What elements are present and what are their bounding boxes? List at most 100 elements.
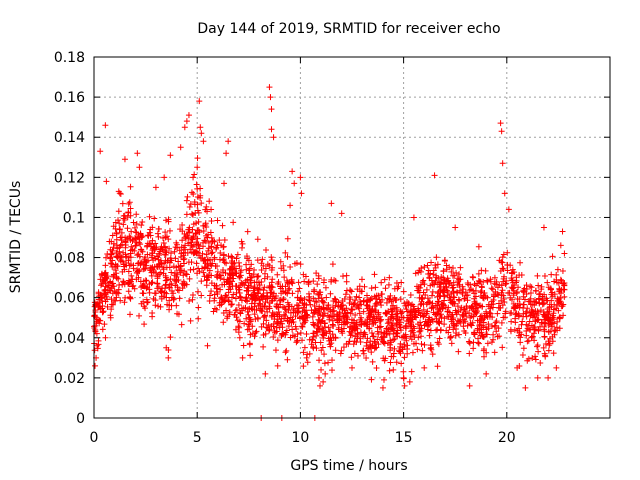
- data-point: [543, 295, 550, 302]
- data-point: [128, 261, 135, 268]
- data-point: [472, 293, 479, 300]
- data-point: [499, 259, 506, 266]
- data-point: [540, 224, 547, 231]
- data-point: [138, 232, 145, 239]
- data-point: [183, 271, 190, 278]
- data-point: [517, 259, 524, 266]
- data-point: [485, 301, 492, 308]
- data-point: [183, 197, 190, 204]
- data-point: [229, 263, 236, 270]
- data-point: [343, 278, 350, 285]
- data-point: [133, 229, 140, 236]
- data-point: [484, 340, 491, 347]
- data-point: [453, 289, 460, 296]
- data-point: [328, 200, 335, 207]
- data-point: [240, 342, 247, 349]
- data-point: [478, 283, 485, 290]
- data-point: [113, 262, 120, 269]
- y-tick-label: 0.12: [54, 170, 85, 186]
- data-point: [371, 338, 378, 345]
- data-point: [369, 333, 376, 340]
- data-point: [475, 339, 482, 346]
- data-point: [181, 255, 188, 262]
- data-point: [381, 330, 388, 337]
- data-point: [225, 138, 232, 145]
- data-point: [529, 333, 536, 340]
- data-point: [324, 312, 331, 319]
- data-point: [499, 302, 506, 309]
- data-point: [220, 319, 227, 326]
- data-point: [546, 340, 553, 347]
- data-point: [504, 267, 511, 274]
- data-point: [471, 331, 478, 338]
- data-point: [426, 332, 433, 339]
- data-point: [356, 294, 363, 301]
- data-point: [167, 255, 174, 262]
- data-point: [216, 237, 223, 244]
- data-point: [384, 325, 391, 332]
- data-point: [351, 350, 358, 357]
- data-point: [100, 290, 107, 297]
- data-point: [520, 293, 527, 300]
- data-point: [449, 265, 456, 272]
- data-point: [456, 271, 463, 278]
- data-point: [264, 293, 271, 300]
- data-point: [431, 311, 438, 318]
- data-point: [450, 326, 457, 333]
- data-point: [527, 312, 534, 319]
- data-point: [527, 289, 534, 296]
- data-point: [329, 331, 336, 338]
- data-point: [388, 314, 395, 321]
- data-point: [387, 359, 394, 366]
- data-point: [202, 238, 209, 245]
- data-point: [195, 265, 202, 272]
- data-point: [195, 315, 202, 322]
- data-point: [551, 291, 558, 298]
- data-point: [284, 299, 291, 306]
- data-point: [375, 309, 382, 316]
- data-point: [425, 267, 432, 274]
- data-point: [245, 321, 252, 328]
- data-point: [99, 305, 106, 312]
- data-point: [353, 319, 360, 326]
- data-point: [439, 300, 446, 307]
- data-point: [509, 277, 516, 284]
- data-point: [487, 305, 494, 312]
- data-point: [187, 317, 194, 324]
- data-point: [354, 352, 361, 359]
- data-point: [376, 296, 383, 303]
- data-point: [448, 268, 455, 275]
- data-point: [114, 289, 121, 296]
- data-point: [245, 311, 252, 318]
- data-point: [546, 301, 553, 308]
- data-point: [304, 314, 311, 321]
- data-point: [441, 293, 448, 300]
- data-point: [264, 324, 271, 331]
- data-point: [433, 254, 440, 261]
- data-point: [400, 368, 407, 375]
- data-point: [524, 305, 531, 312]
- data-point: [269, 264, 276, 271]
- data-point: [119, 241, 126, 248]
- data-point: [193, 231, 200, 238]
- data-point: [512, 279, 519, 286]
- data-point: [559, 228, 566, 235]
- data-point: [137, 231, 144, 238]
- data-point: [217, 295, 224, 302]
- data-point: [156, 263, 163, 270]
- data-point: [520, 301, 527, 308]
- data-point: [109, 232, 116, 239]
- data-point: [266, 327, 273, 334]
- data-point: [96, 317, 103, 324]
- data-point: [177, 262, 184, 269]
- data-point: [232, 307, 239, 314]
- data-point: [321, 329, 328, 336]
- data-point: [93, 330, 100, 337]
- data-point: [501, 190, 508, 197]
- data-point: [144, 298, 151, 305]
- data-point: [363, 292, 370, 299]
- data-point: [522, 384, 529, 391]
- data-point: [125, 200, 132, 207]
- data-point: [504, 249, 511, 256]
- data-point: [438, 314, 445, 321]
